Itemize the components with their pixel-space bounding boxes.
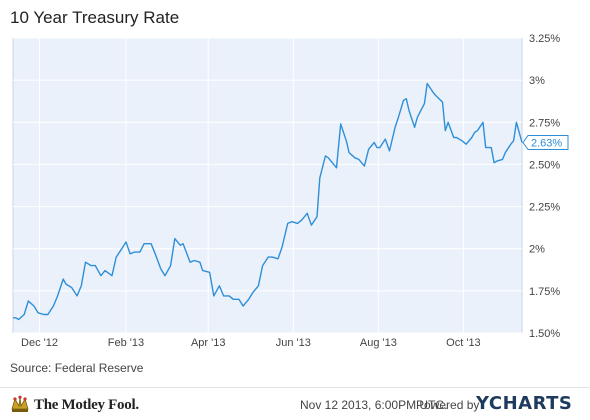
- last-value-callout: [522, 135, 569, 151]
- logo-text: The Motley Fool.: [34, 396, 139, 413]
- chart-source: Source: Federal Reserve: [10, 361, 144, 375]
- y-tick-label: 2%: [529, 244, 545, 256]
- y-tick-label: 2.25%: [529, 202, 560, 214]
- plot-area: [12, 37, 523, 334]
- x-tick-label: Jun '13: [276, 337, 311, 349]
- timestamp: Nov 12 2013, 6:00PM UTC.: [300, 398, 448, 412]
- series-line: [13, 82, 523, 321]
- x-tick-label: Dec '12: [21, 337, 58, 349]
- y-tick-label: 1.50%: [529, 328, 560, 340]
- y-tick-label: 2.50%: [529, 159, 560, 171]
- motley-fool-logo[interactable]: The Motley Fool.: [10, 394, 139, 416]
- footer: The Motley Fool. Nov 12 2013, 6:00PM UTC…: [0, 387, 590, 420]
- y-tick-label: 3.25%: [529, 33, 560, 45]
- y-tick-label: 3%: [529, 75, 545, 87]
- x-tick-label: Feb '13: [108, 337, 144, 349]
- ycharts-logo[interactable]: YCHARTS: [476, 393, 573, 414]
- chart-title: 10 Year Treasury Rate: [10, 8, 180, 27]
- x-tick-label: Aug '13: [360, 337, 397, 349]
- jester-hat-icon: [10, 395, 30, 415]
- x-tick-label: Apr '13: [191, 337, 226, 349]
- powered-by-label: Powered by: [416, 398, 480, 412]
- x-tick-label: Oct '13: [446, 337, 481, 349]
- y-tick-label: 1.75%: [529, 286, 560, 298]
- line-chart: 3.25% 3% 2.75% 2.50% 2.25% 2% 1.75% 1.50% Dec '1…: [12, 33, 569, 349]
- y-tick-label: 2.75%: [529, 117, 560, 129]
- last-value-label: 2.63%: [531, 138, 562, 150]
